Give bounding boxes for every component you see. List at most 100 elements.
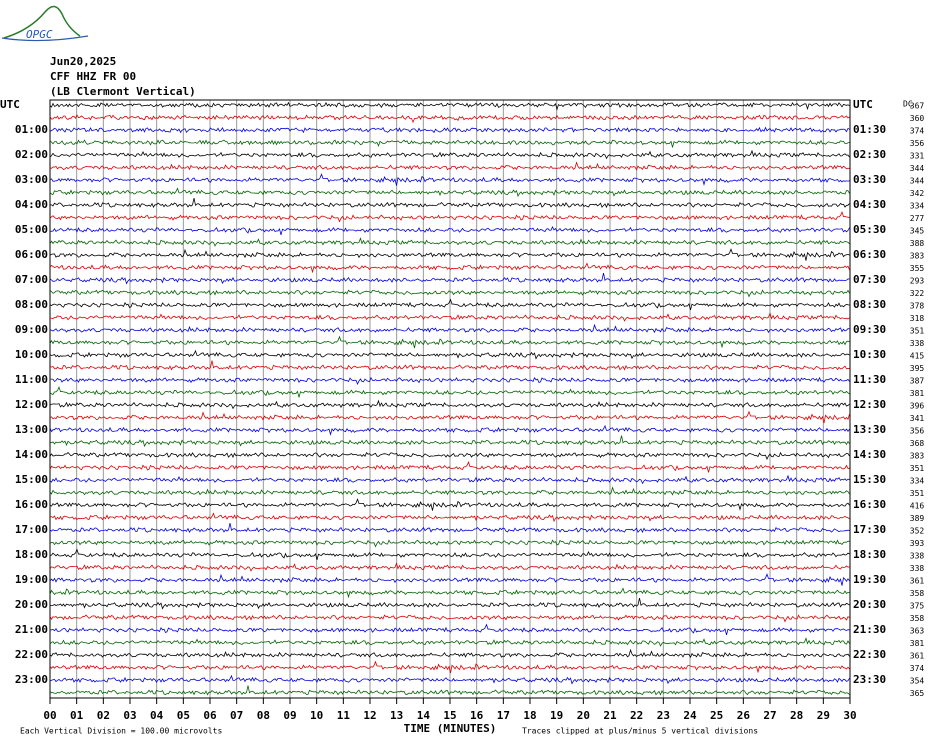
trace	[49, 126, 850, 134]
dc-value: 341	[910, 414, 925, 423]
left-time-label: 14:00	[15, 448, 48, 461]
dc-value: 356	[910, 427, 925, 436]
x-tick-label: 17	[497, 709, 510, 722]
trace	[49, 149, 850, 160]
dc-value: 387	[910, 377, 925, 386]
left-time-label: 10:00	[15, 348, 48, 361]
dc-value: 351	[910, 464, 925, 473]
trace	[49, 187, 850, 198]
trace	[49, 623, 850, 636]
left-time-label: 07:00	[15, 273, 48, 286]
right-time-label: 07:30	[853, 273, 886, 286]
right-time-label: 23:30	[853, 673, 886, 686]
right-time-label: 03:30	[853, 173, 886, 186]
dc-value: 318	[910, 314, 925, 323]
dc-value: 356	[910, 139, 925, 148]
left-time-label: UTC	[0, 98, 20, 111]
dc-value: 383	[910, 252, 925, 261]
left-time-label: 18:00	[15, 548, 48, 561]
right-time-label: 11:30	[853, 373, 886, 386]
trace	[49, 410, 850, 424]
left-time-label: 15:00	[15, 473, 48, 486]
right-time-label: 18:30	[853, 548, 886, 561]
left-time-label: 20:00	[15, 598, 48, 611]
right-time-label: UTC	[853, 98, 873, 111]
right-time-label: 22:30	[853, 648, 886, 661]
right-time-label: 14:30	[853, 448, 886, 461]
trace	[49, 660, 850, 674]
date: Jun20,2025	[50, 55, 116, 68]
dc-value: 393	[910, 539, 925, 548]
dc-value: 351	[910, 327, 925, 336]
dc-value: 293	[910, 277, 925, 286]
dc-value: 342	[910, 189, 925, 198]
trace	[49, 598, 850, 610]
trace	[49, 573, 850, 586]
x-tick-label: 25	[710, 709, 723, 722]
right-time-label: 17:30	[853, 523, 886, 536]
x-tick-label: 06	[203, 709, 217, 722]
x-tick-label: 13	[390, 709, 403, 722]
dc-value: 352	[910, 527, 925, 536]
trace	[49, 474, 850, 485]
trace	[49, 349, 850, 360]
x-tick-label: 07	[230, 709, 243, 722]
dc-value: 374	[910, 664, 925, 673]
dc-value: 368	[910, 439, 925, 448]
left-time-label: 11:00	[15, 373, 48, 386]
right-time-label: 12:30	[853, 398, 886, 411]
right-time-label: 08:30	[853, 298, 886, 311]
dc-value: 378	[910, 302, 925, 311]
dc-value: 358	[910, 589, 925, 598]
right-time-label: 05:30	[853, 223, 886, 236]
location: (LB Clermont Vertical)	[50, 85, 196, 98]
logo-swoosh	[1, 35, 89, 42]
trace	[49, 451, 850, 460]
x-tick-label: 24	[683, 709, 697, 722]
trace	[49, 298, 850, 311]
left-time-label: 23:00	[15, 673, 48, 686]
dc-value: 365	[910, 689, 925, 698]
left-time-label: 09:00	[15, 323, 48, 336]
x-tick-label: 16	[470, 709, 484, 722]
scale-note: Each Vertical Division = 100.00 microvol…	[20, 727, 222, 736]
x-tick-label: 12	[363, 709, 376, 722]
plot-frame	[49, 99, 851, 699]
left-time-label: 02:00	[15, 148, 48, 161]
right-time-label: 21:30	[853, 623, 886, 636]
trace	[49, 548, 850, 561]
x-tick-label: 10	[310, 709, 323, 722]
trace	[49, 385, 850, 398]
trace	[49, 498, 850, 511]
dc-value: 374	[910, 127, 925, 136]
right-time-label: 02:30	[853, 148, 886, 161]
trace	[49, 114, 850, 124]
x-tick-label: 02	[97, 709, 110, 722]
x-tick-label: 30	[843, 709, 856, 722]
x-tick-label: 04	[150, 709, 164, 722]
left-time-label: 17:00	[15, 523, 48, 536]
trace	[49, 460, 850, 473]
left-time-label: 08:00	[15, 298, 48, 311]
trace	[49, 312, 850, 322]
dc-value: 375	[910, 602, 925, 611]
trace	[49, 237, 850, 247]
dc-value: 361	[910, 577, 925, 586]
trace	[49, 512, 850, 523]
dc-value: 388	[910, 239, 925, 248]
x-tick-label: 23	[657, 709, 670, 722]
x-tick-label: 00	[43, 709, 56, 722]
trace	[49, 289, 850, 298]
dc-value: 383	[910, 452, 925, 461]
dc-value: 338	[910, 339, 925, 348]
right-time-label: 16:30	[853, 498, 886, 511]
x-tick-label: 09	[283, 709, 296, 722]
dc-value: 355	[910, 264, 925, 273]
left-time-label: 16:00	[15, 498, 48, 511]
trace	[49, 648, 850, 659]
left-time-label: 13:00	[15, 423, 48, 436]
dc-value: 416	[910, 502, 925, 511]
right-time-label: 13:30	[853, 423, 886, 436]
trace	[49, 399, 850, 410]
logo-text: OPGC	[26, 28, 53, 41]
